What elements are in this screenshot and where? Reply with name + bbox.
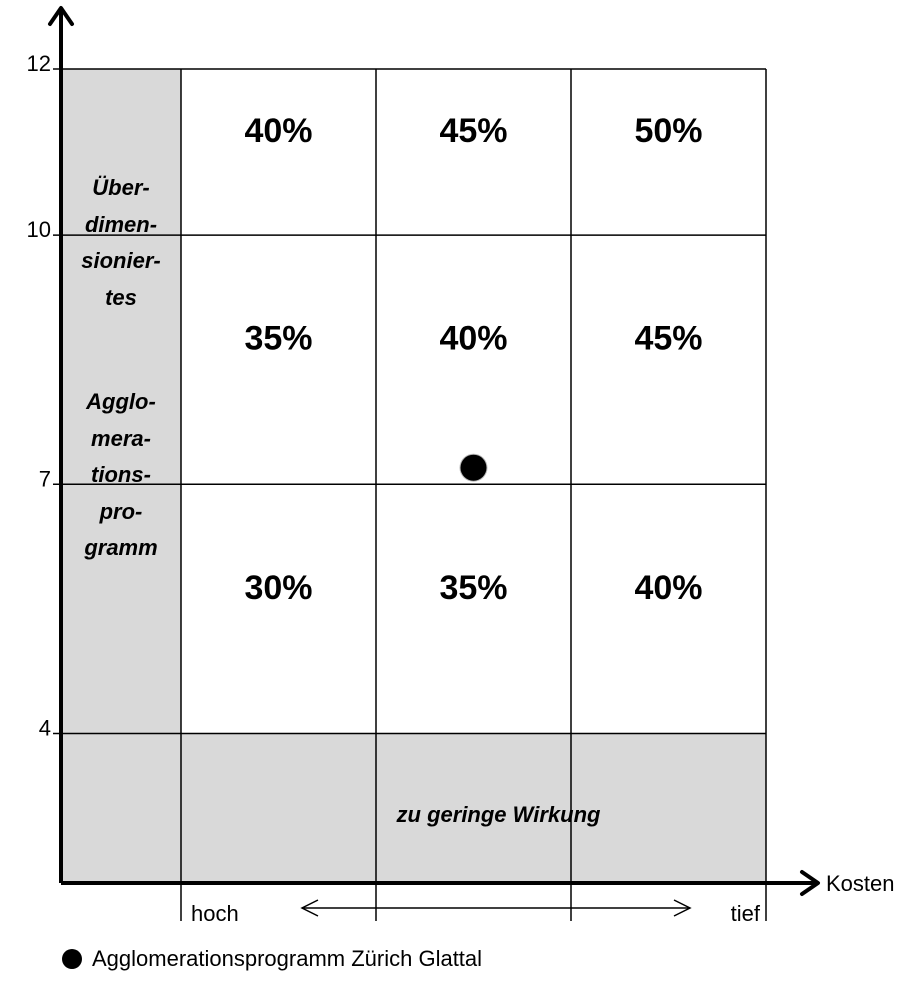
y-tick-label-4: 4 <box>39 715 51 740</box>
x-axis-title: Kosten <box>826 871 895 896</box>
shaded-zone-overdimensioned <box>61 69 181 883</box>
zone-label-line-6: mera- <box>91 426 151 451</box>
cell-value-9: 40% <box>634 569 702 607</box>
cost-arrow-head-right <box>673 899 692 917</box>
cell-value-6: 45% <box>634 320 702 358</box>
zone-label-line-7: tions- <box>91 462 151 487</box>
zone-label-layer: Über-dimen-sionier-tes Agglo-mera-tions-p… <box>81 175 601 827</box>
zone-label-line-8: pro- <box>99 499 143 524</box>
zone-label-line-9: gramm <box>83 535 157 560</box>
legend-marker-1 <box>62 949 82 969</box>
point-layer <box>459 453 488 482</box>
cell-value-5: 40% <box>439 320 507 358</box>
x-scale-end-label: tief <box>731 901 761 926</box>
shading-layer <box>61 69 766 883</box>
zone-label-line-4: tes <box>105 285 137 310</box>
zone-label-line-3: sionier- <box>81 248 160 273</box>
cell-value-4: 35% <box>244 320 312 358</box>
cell-label-layer: 40% 45% 50% 35% 40% 45% 30% 35% 40% <box>244 112 702 607</box>
x-scale-start-label: hoch <box>191 901 239 926</box>
legend-layer: Agglomerationsprogramm Zürich Glattal <box>62 946 482 971</box>
zone-label-line-1: Über- <box>92 175 149 200</box>
zone-label-low-effect: zu geringe Wirkung <box>396 802 601 827</box>
data-point-1 <box>460 454 487 481</box>
y-tick-label-10: 10 <box>27 217 51 242</box>
y-axis-arrowhead <box>48 6 74 26</box>
zone-label-line-5: Agglo- <box>85 389 156 414</box>
axis-layer: 4 7 10 12 Kosten hoch tief <box>27 6 895 926</box>
cell-value-8: 35% <box>439 569 507 607</box>
cell-value-7: 30% <box>244 569 312 607</box>
y-tick-label-12: 12 <box>27 51 51 76</box>
cell-value-3: 50% <box>634 112 702 150</box>
zone-label-line-2: dimen- <box>85 212 157 237</box>
shaded-zone-low-effect <box>181 733 766 883</box>
x-axis-arrowhead <box>800 870 820 896</box>
y-tick-label-7: 7 <box>39 466 51 491</box>
cost-arrow-head-left <box>300 899 319 917</box>
grid-layer <box>53 68 767 921</box>
cell-value-1: 40% <box>244 112 312 150</box>
legend-label-1: Agglomerationsprogramm Zürich Glattal <box>92 946 482 971</box>
cell-value-2: 45% <box>439 112 507 150</box>
